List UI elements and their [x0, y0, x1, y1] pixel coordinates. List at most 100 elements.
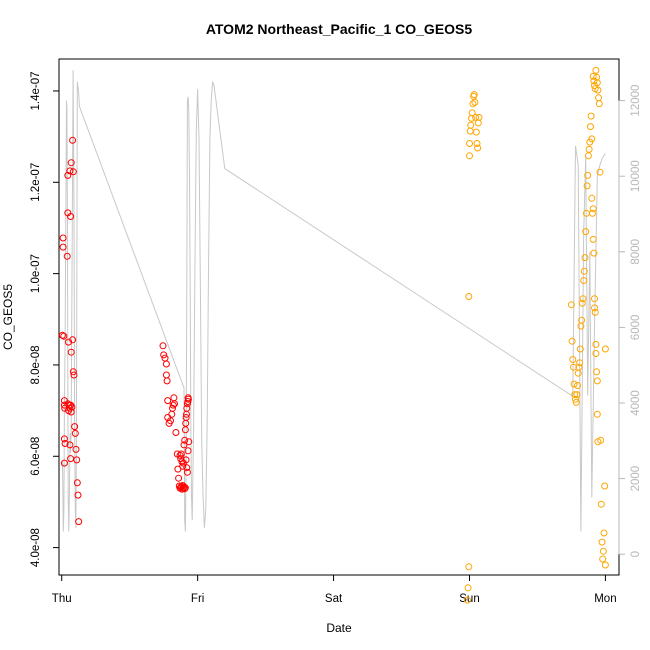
point-flight_2-10 — [168, 410, 176, 418]
point-flight_4-45 — [593, 73, 601, 81]
y-axis: 4.0e-08 6.0e-08 8.0e-08 1.0e-07 1.2e-07 1.4e-… — [30, 71, 60, 567]
point-flight_1-7 — [60, 435, 68, 443]
series-flight_4 — [567, 66, 609, 569]
point-flight_2-48 — [183, 468, 191, 476]
point-flight_3-13 — [471, 98, 479, 106]
point-flight_2-38 — [182, 419, 190, 427]
point-flight_1-16 — [69, 136, 77, 144]
point-flight_3-2 — [465, 563, 473, 571]
point-flight_1-13 — [66, 167, 74, 175]
point-flight_3-6 — [466, 127, 474, 135]
point-flight_2-33 — [179, 462, 187, 470]
point-flight_1-1 — [59, 234, 67, 242]
point-flight_2-4 — [162, 371, 170, 379]
point-flight_4-54 — [593, 377, 601, 385]
point-flight_2-39 — [182, 414, 190, 421]
point-flight_2-32 — [178, 458, 186, 466]
point-flight_4-5 — [571, 391, 579, 399]
point-flight_1-12 — [64, 171, 72, 179]
point-flight_1-30 — [69, 368, 77, 376]
plot-frame — [58, 58, 620, 576]
x-tick-label-1: Fri — [191, 593, 204, 605]
point-flight_2-46 — [182, 456, 190, 464]
point-flight_2-3 — [162, 360, 170, 368]
point-flight_4-1 — [568, 337, 576, 345]
right-tick-label-0: 0 — [630, 551, 642, 557]
point-flight_2-12 — [169, 401, 177, 409]
point-flight_1-2 — [58, 331, 66, 339]
point-flight_3-4 — [466, 152, 473, 160]
point-flight_4-58 — [598, 538, 606, 546]
x-tick-label-0: Thu — [52, 593, 72, 605]
point-flight_4-11 — [575, 363, 583, 371]
point-flight_4-8 — [573, 391, 581, 399]
point-flight_3-9 — [468, 109, 476, 117]
point-flight_1-33 — [71, 429, 79, 437]
point-flight_1-14 — [67, 213, 75, 220]
series-flight_3 — [463, 91, 483, 604]
point-flight_4-44 — [592, 66, 600, 74]
right-tick-label-6: 12000 — [630, 85, 642, 117]
point-flight_4-31 — [589, 209, 596, 217]
y-tick-label-0: 4.0e-08 — [30, 528, 42, 567]
point-flight_4-32 — [589, 235, 597, 243]
point-flight_2-13 — [170, 394, 178, 402]
point-flight_2-18 — [175, 474, 183, 482]
point-flight_4-7 — [572, 398, 580, 406]
point-flight_1-28 — [67, 348, 75, 356]
y-tick-label-4: 1.2e-07 — [30, 163, 42, 202]
point-flight_2-11 — [169, 404, 176, 412]
point-flight_2-49 — [184, 447, 192, 455]
point-flight_4-48 — [595, 94, 603, 102]
point-flight_2-15 — [172, 429, 180, 436]
point-flight_1-37 — [74, 491, 82, 499]
point-flight_4-25 — [584, 152, 592, 160]
point-flight_4-19 — [580, 267, 588, 275]
point-flight_4-63 — [601, 561, 609, 569]
y-tick-label-2: 8.0e-08 — [30, 345, 42, 384]
point-flight_4-51 — [589, 205, 597, 213]
y-tick-label-1: 6.0e-08 — [30, 437, 42, 476]
point-flight_2-50 — [185, 438, 193, 446]
y-tick-label-3: 1.0e-07 — [30, 254, 42, 293]
point-flight_1-15 — [67, 159, 75, 167]
point-flight_4-57 — [597, 500, 605, 508]
point-flight_1-25 — [65, 338, 72, 346]
point-flight_4-2 — [569, 356, 577, 363]
point-flight_4-47 — [594, 86, 602, 94]
point-flight_4-56 — [597, 436, 605, 444]
point-flight_3-19 — [475, 113, 483, 121]
point-flight_4-17 — [579, 295, 587, 303]
x-tick-label-4: Mon — [594, 593, 616, 605]
point-flight_4-0 — [567, 301, 575, 309]
point-flight_4-59 — [599, 555, 607, 563]
point-flight_4-24 — [584, 171, 592, 179]
point-flight_2-14 — [171, 400, 178, 408]
point-flight_1-31 — [70, 371, 78, 379]
point-flight_2-1 — [160, 351, 168, 359]
point-flight_2-0 — [159, 342, 167, 350]
point-flight_4-38 — [593, 410, 601, 418]
point-flight_3-5 — [466, 140, 473, 147]
point-flight_2-36 — [181, 436, 189, 444]
point-flight_4-62 — [601, 482, 609, 490]
point-flight_2-45 — [184, 395, 192, 403]
point-flight_3-16 — [473, 140, 481, 147]
point-flight_4-46 — [593, 79, 601, 87]
series-flight_2 — [159, 342, 193, 493]
point-flight_1-21 — [66, 404, 74, 412]
point-flight_1-38 — [75, 518, 83, 526]
point-flight_1-0 — [59, 243, 67, 251]
x-axis-label: Date — [326, 621, 352, 635]
y-axis-label: CO_GEOS5 — [1, 284, 15, 350]
point-flight_4-52 — [591, 304, 598, 312]
point-flight_3-7 — [467, 121, 475, 129]
point-flight_1-3 — [60, 332, 68, 340]
point-flight_1-9 — [60, 459, 68, 467]
point-flight_4-37 — [593, 368, 601, 376]
point-flight_2-28 — [181, 484, 189, 492]
point-flight_1-36 — [73, 479, 81, 487]
point-flight_4-53 — [592, 350, 600, 357]
point-flight_3-3 — [465, 293, 473, 300]
